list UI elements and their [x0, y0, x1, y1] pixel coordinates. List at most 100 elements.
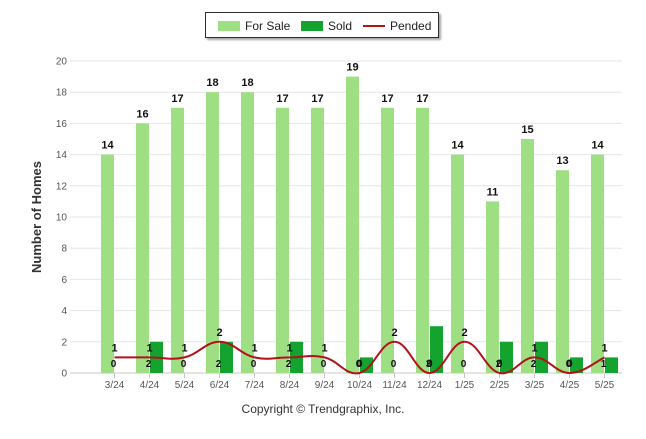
x-tick-label: 7/24 [245, 380, 265, 391]
y-tick-label: 4 [61, 306, 67, 317]
legend-item-pended[interactable]: Pended [363, 19, 431, 33]
line-pended[interactable] [114, 340, 605, 375]
data-label-sold: 3 [426, 359, 432, 370]
x-tick-label: 4/24 [140, 380, 160, 391]
legend-swatch-for-sale [218, 21, 240, 31]
bar-sold[interactable] [360, 357, 373, 373]
bar-for-sale[interactable] [346, 76, 359, 373]
data-label-pended: 1 [531, 342, 537, 354]
data-label-for-sale: 14 [591, 140, 604, 152]
bar-for-sale[interactable] [171, 107, 184, 374]
data-label-for-sale: 16 [136, 108, 148, 120]
bar-for-sale[interactable] [451, 154, 464, 373]
data-label-for-sale: 17 [381, 93, 393, 105]
y-tick-label: 20 [56, 57, 68, 68]
y-tick-label: 0 [61, 369, 67, 380]
data-label-sold: 2 [146, 359, 152, 370]
data-label-pended: 1 [601, 342, 607, 354]
data-label-sold: 0 [461, 359, 467, 370]
legend-item-for-sale[interactable]: For Sale [218, 19, 290, 33]
data-label-pended: 1 [181, 342, 187, 354]
x-tick-label: 3/24 [105, 380, 125, 391]
legend-label-for-sale: For Sale [245, 19, 291, 33]
legend-swatch-sold [301, 21, 323, 31]
bar-for-sale[interactable] [311, 107, 324, 374]
data-label-sold: 0 [566, 359, 572, 370]
x-tick-label: 11/24 [382, 380, 407, 391]
y-tick-label: 2 [61, 337, 67, 348]
y-tick-label: 6 [61, 275, 67, 286]
data-label-for-sale: 11 [487, 186, 499, 198]
y-tick-label: 12 [56, 181, 68, 192]
x-tick-label: 12/24 [417, 380, 442, 391]
data-label-pended: 0 [496, 358, 502, 370]
bar-for-sale[interactable] [101, 154, 114, 373]
data-label-pended: 0 [566, 358, 572, 370]
data-label-pended: 1 [251, 342, 257, 354]
x-tick-label: 2/25 [490, 380, 510, 391]
data-label-for-sale: 14 [451, 140, 464, 152]
data-label-for-sale: 13 [556, 155, 568, 167]
data-label-sold: 0 [391, 359, 397, 370]
y-tick-label: 8 [61, 244, 67, 255]
x-tick-label: 5/24 [175, 380, 195, 391]
x-tick-label: 4/25 [560, 380, 580, 391]
bar-for-sale[interactable] [416, 107, 429, 374]
bar-for-sale[interactable] [206, 92, 219, 373]
data-label-sold: 0 [321, 359, 327, 370]
y-axis-title: Number of Homes [29, 161, 44, 273]
legend-swatch-pended [363, 25, 385, 27]
data-label-for-sale: 14 [101, 140, 114, 152]
data-label-for-sale: 18 [241, 77, 253, 89]
x-tick-label: 3/25 [525, 380, 545, 391]
data-label-sold: 0 [251, 359, 257, 370]
data-label-sold: 2 [531, 359, 537, 370]
bar-sold[interactable] [500, 341, 513, 373]
bar-sold[interactable] [535, 341, 548, 373]
x-tick-label: 5/25 [595, 380, 615, 391]
bar-for-sale[interactable] [521, 139, 534, 373]
bar-for-sale[interactable] [381, 107, 394, 374]
data-label-for-sale: 18 [206, 77, 218, 89]
chart-legend: For Sale Sold Pended [205, 12, 439, 38]
data-label-pended: 1 [111, 342, 117, 354]
data-label-sold: 2 [216, 359, 222, 370]
bar-sold[interactable] [570, 357, 583, 373]
bar-for-sale[interactable] [276, 107, 289, 374]
y-tick-label: 10 [56, 213, 68, 224]
x-tick-label: 9/24 [315, 380, 335, 391]
data-label-pended: 2 [391, 327, 397, 339]
x-tick-label: 1/25 [455, 380, 475, 391]
bar-for-sale[interactable] [591, 154, 604, 373]
legend-label-sold: Sold [328, 19, 353, 33]
bar-for-sale[interactable] [556, 170, 569, 373]
y-tick-label: 16 [56, 119, 68, 130]
data-label-sold: 0 [356, 359, 362, 370]
data-label-for-sale: 17 [276, 93, 288, 105]
data-label-sold: 0 [111, 359, 117, 370]
data-label-sold: 2 [286, 359, 292, 370]
data-label-for-sale: 17 [416, 93, 428, 105]
data-label-for-sale: 17 [311, 93, 323, 105]
data-label-for-sale: 19 [346, 62, 358, 74]
data-label-pended: 0 [356, 358, 362, 370]
data-label-pended: 1 [321, 342, 327, 354]
legend-label-pended: Pended [390, 19, 432, 33]
data-label-pended: 0 [426, 358, 432, 370]
bar-sold[interactable] [220, 341, 233, 373]
copyright-footer: Copyright © Trendgraphix, Inc. [241, 402, 405, 416]
data-label-sold: 0 [181, 359, 187, 370]
data-label-sold: 1 [601, 359, 607, 370]
legend-item-sold[interactable]: Sold [301, 19, 352, 33]
bar-sold[interactable] [605, 357, 618, 373]
x-tick-label: 10/24 [347, 380, 372, 391]
bar-sold[interactable] [430, 326, 443, 373]
y-tick-label: 18 [56, 88, 68, 99]
data-label-pended: 2 [461, 327, 467, 339]
x-tick-label: 6/24 [210, 380, 230, 391]
bar-for-sale[interactable] [136, 123, 149, 374]
data-label-pended: 2 [216, 327, 222, 339]
bar-for-sale[interactable] [241, 92, 254, 373]
bar-for-sale[interactable] [486, 201, 499, 373]
